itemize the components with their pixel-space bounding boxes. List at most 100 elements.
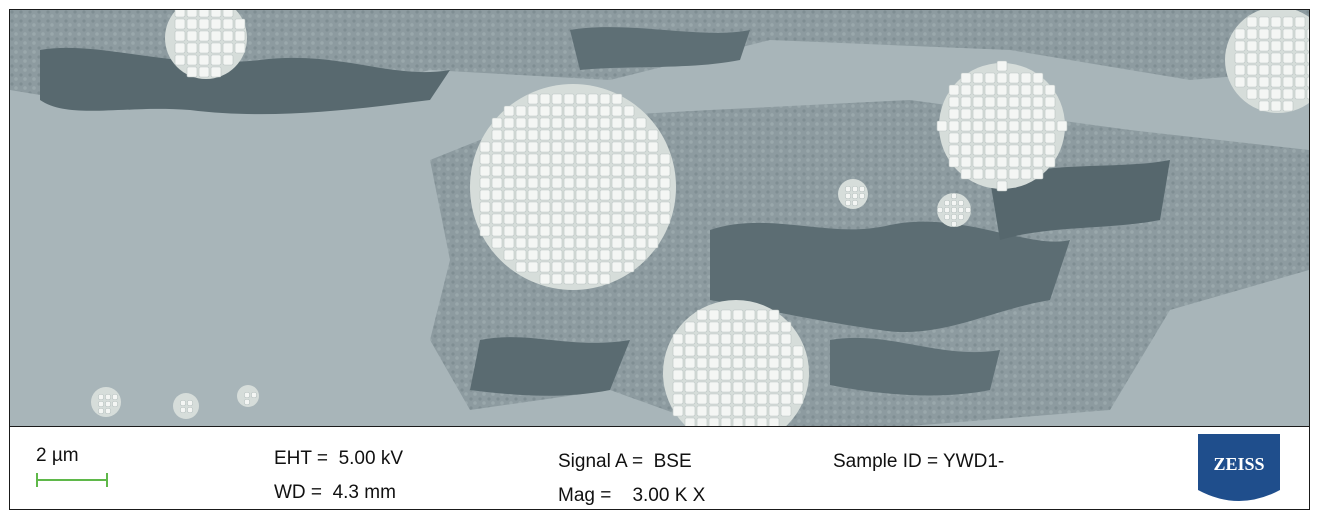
framboid-crystal (972, 72, 984, 84)
framboid-crystal (599, 273, 611, 285)
framboid-crystal (1020, 108, 1032, 120)
framboid-crystal (527, 201, 539, 213)
framboid-crystal (960, 72, 972, 84)
framboid-crystal (1270, 64, 1282, 76)
framboid-crystal (587, 261, 599, 273)
framboid-crystal (1294, 64, 1306, 76)
framboid-crystal (696, 381, 708, 393)
framboid-crystal (1020, 168, 1032, 180)
framboid-crystal (527, 225, 539, 237)
framboid-crystal (515, 225, 527, 237)
framboid-crystal (587, 201, 599, 213)
framboid-crystal (1306, 52, 1309, 64)
framboid-crystal (951, 207, 957, 213)
framboid-crystal (672, 369, 684, 381)
framboid-crystal (635, 165, 647, 177)
framboid-crystal (984, 168, 996, 180)
framboid-crystal (1246, 28, 1258, 40)
framboid-crystal (951, 193, 957, 199)
framboid-crystal (222, 30, 234, 42)
framboid-crystal (684, 369, 696, 381)
framboid-crystal (611, 141, 623, 153)
framboid-crystal (551, 177, 563, 189)
framboid-crystal (1234, 52, 1246, 64)
framboid-crystal (599, 261, 611, 273)
framboid-crystal (768, 357, 780, 369)
framboid-crystal (951, 214, 957, 220)
framboid-crystal (708, 369, 720, 381)
framboid-crystal (732, 309, 744, 321)
framboid-crystal (960, 108, 972, 120)
framboid-crystal (587, 153, 599, 165)
framboid-crystal (1258, 52, 1270, 64)
framboid-crystal (1270, 88, 1282, 100)
framboid-crystal (1008, 96, 1020, 108)
framboid-crystal (1246, 52, 1258, 64)
framboid-crystal (1020, 132, 1032, 144)
framboid-crystal (732, 369, 744, 381)
framboid-crystal (1008, 84, 1020, 96)
framboid-crystal (984, 108, 996, 120)
framboid-crystal (174, 54, 186, 66)
framboid-crystal (623, 129, 635, 141)
framboid-crystal (623, 117, 635, 129)
framboid-crystal (198, 10, 210, 18)
framboid-crystal (515, 141, 527, 153)
framboid-crystal (491, 237, 503, 249)
framboid-crystal (720, 309, 732, 321)
framboid-crystal (1020, 96, 1032, 108)
framboid-crystal (659, 165, 671, 177)
framboid-crystal (768, 309, 780, 321)
framboid-crystal (491, 189, 503, 201)
framboid-crystal (1270, 52, 1282, 64)
framboid-crystal (611, 249, 623, 261)
framboid-crystal (575, 213, 587, 225)
framboid-crystal (659, 189, 671, 201)
framboid-crystal (972, 168, 984, 180)
framboid-crystal (852, 193, 858, 199)
framboid-crystal (708, 393, 720, 405)
framboid-crystal (1032, 132, 1044, 144)
framboid-crystal (792, 345, 804, 357)
framboid-crystal (539, 237, 551, 249)
framboid-crystal (599, 141, 611, 153)
framboid-crystal (780, 381, 792, 393)
framboid-crystal (1246, 88, 1258, 100)
framboid-crystal (611, 129, 623, 141)
framboid-crystal (599, 189, 611, 201)
framboid-crystal (1282, 52, 1294, 64)
framboid-crystal (186, 42, 198, 54)
dark-void (990, 160, 1170, 240)
framboid-crystal (720, 333, 732, 345)
framboid-crystal (187, 407, 193, 413)
framboid-crystal (251, 392, 257, 398)
framboid-crystal (635, 225, 647, 237)
framboid-crystal (587, 177, 599, 189)
framboid-crystal (948, 84, 960, 96)
framboid-crystal (684, 381, 696, 393)
framboid-clusters (91, 10, 1309, 426)
framboid-crystal (611, 105, 623, 117)
framboid-crystal (647, 189, 659, 201)
framboid-crystal (1032, 144, 1044, 156)
framboid-crystal (1056, 120, 1068, 132)
framboid-crystal (647, 201, 659, 213)
framboid-crystal (720, 405, 732, 417)
logo-text: ZEISS (1213, 454, 1264, 474)
framboid-crystal (1282, 28, 1294, 40)
framboid-crystal (780, 345, 792, 357)
framboid-crystal (1294, 16, 1306, 28)
framboid-crystal (1282, 16, 1294, 28)
framboid-crystal (684, 333, 696, 345)
framboid-crystal (720, 381, 732, 393)
framboid-crystal (599, 105, 611, 117)
framboid-crystal (744, 405, 756, 417)
framboid-crystal (527, 153, 539, 165)
framboid-crystal (587, 165, 599, 177)
framboid-crystal (996, 156, 1008, 168)
framboid-crystal (1032, 72, 1044, 84)
framboid-crystal (503, 225, 515, 237)
dark-void (40, 47, 450, 115)
framboid-crystal (647, 129, 659, 141)
framboid-crystal (732, 333, 744, 345)
